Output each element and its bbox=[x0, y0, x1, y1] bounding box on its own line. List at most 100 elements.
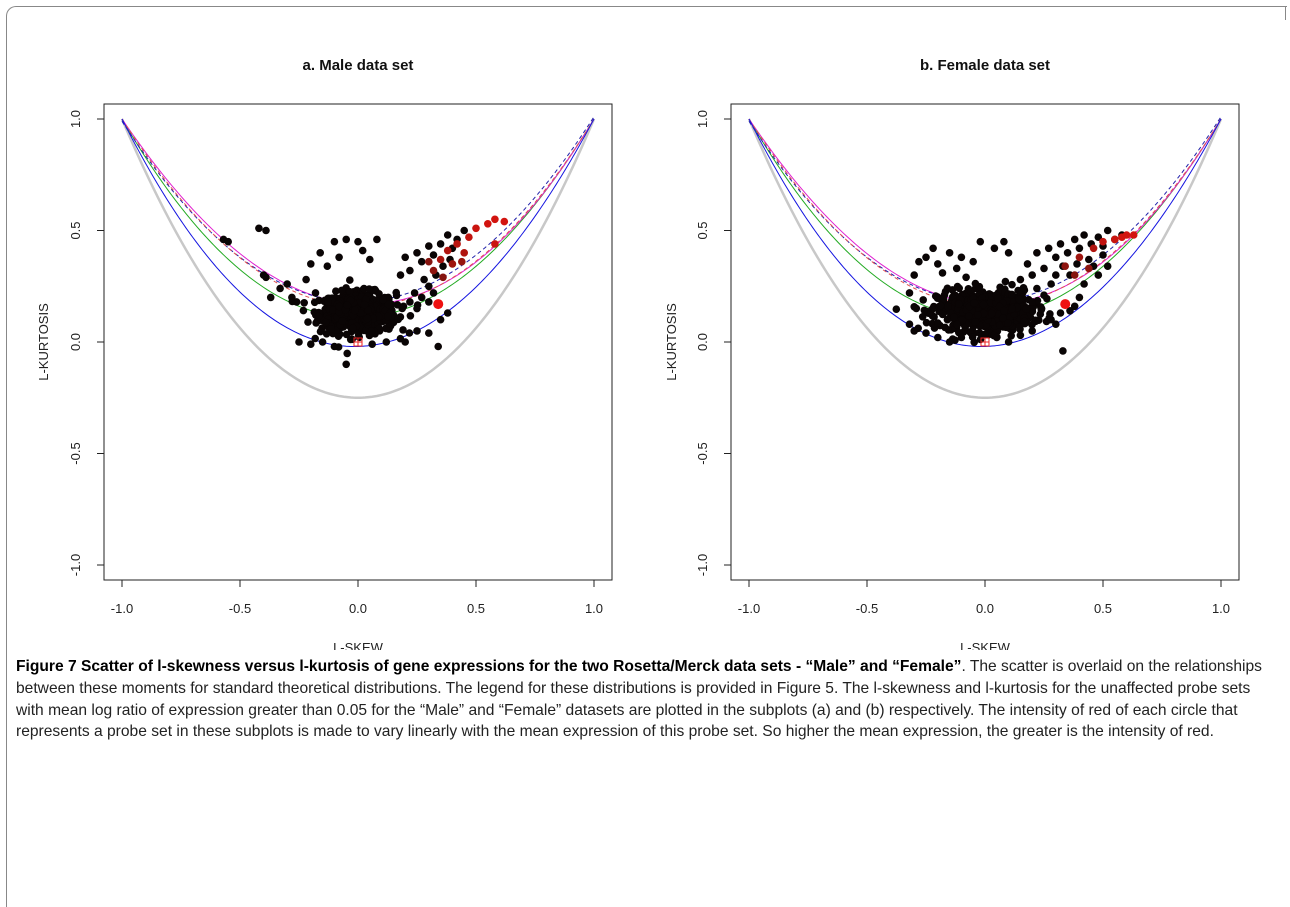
data-point bbox=[399, 326, 407, 334]
data-point-red bbox=[439, 273, 447, 282]
data-point bbox=[1007, 332, 1015, 340]
caption-title: Figure 7 Scatter of l-skewness versus l-… bbox=[16, 658, 962, 675]
reference-point bbox=[1060, 299, 1071, 310]
data-point bbox=[1040, 264, 1048, 273]
data-point bbox=[302, 275, 310, 284]
data-point bbox=[1052, 320, 1060, 329]
data-point bbox=[425, 282, 433, 291]
data-point bbox=[311, 289, 320, 297]
data-point bbox=[343, 349, 352, 358]
figure-chart: a. Male data set L-SKEW L-KURTOSIS -1.0 -0.5… bbox=[36, 57, 1240, 650]
data-point bbox=[330, 237, 339, 246]
data-point bbox=[429, 251, 438, 259]
data-point bbox=[346, 335, 355, 344]
data-point bbox=[1052, 271, 1060, 279]
data-point bbox=[1070, 302, 1079, 311]
data-point bbox=[1094, 233, 1103, 241]
y-tick-label: -1.0 bbox=[68, 554, 83, 576]
y-tick-label: -0.5 bbox=[68, 442, 83, 464]
data-point-red bbox=[472, 224, 480, 233]
x-tick-label: 1.0 bbox=[1212, 601, 1230, 616]
data-point-red bbox=[429, 266, 438, 275]
data-point bbox=[311, 334, 320, 343]
data-point bbox=[1080, 280, 1088, 288]
data-point bbox=[934, 319, 942, 327]
data-point bbox=[382, 338, 391, 346]
data-point bbox=[1020, 317, 1029, 326]
data-point bbox=[1008, 280, 1016, 289]
data-point bbox=[910, 303, 918, 311]
data-point bbox=[953, 282, 962, 291]
x-tick-label: 0.5 bbox=[1094, 601, 1112, 616]
data-point bbox=[957, 253, 966, 262]
data-point bbox=[295, 338, 303, 346]
data-point bbox=[405, 329, 414, 337]
data-point bbox=[283, 280, 292, 288]
data-point-red bbox=[460, 249, 469, 257]
data-point-red bbox=[484, 220, 492, 228]
data-point bbox=[979, 309, 988, 318]
data-point bbox=[910, 271, 918, 279]
data-point bbox=[354, 237, 362, 246]
data-point bbox=[934, 260, 942, 268]
x-tick-label: -1.0 bbox=[111, 601, 133, 616]
data-point bbox=[950, 313, 958, 322]
data-point bbox=[366, 255, 374, 264]
data-point-red bbox=[1061, 262, 1069, 271]
data-point bbox=[1028, 271, 1036, 279]
data-point bbox=[939, 295, 948, 303]
data-point bbox=[1075, 244, 1084, 253]
data-point bbox=[332, 287, 340, 296]
data-point bbox=[933, 294, 942, 303]
data-point bbox=[349, 324, 357, 332]
data-point bbox=[1056, 240, 1065, 248]
data-point bbox=[1016, 331, 1025, 340]
chart-title: a. Male data set bbox=[303, 57, 414, 74]
data-point bbox=[262, 226, 270, 235]
data-point bbox=[406, 312, 415, 320]
data-point bbox=[1085, 255, 1093, 264]
data-point bbox=[971, 318, 980, 326]
data-point bbox=[1001, 277, 1010, 286]
data-point bbox=[1103, 226, 1112, 235]
data-point bbox=[892, 305, 901, 314]
data-point bbox=[266, 293, 275, 302]
data-point bbox=[981, 330, 989, 339]
data-point-red bbox=[458, 257, 466, 266]
data-point-red bbox=[491, 240, 499, 248]
data-point bbox=[368, 340, 377, 349]
figure-frame bbox=[6, 6, 1287, 907]
data-point bbox=[316, 249, 325, 257]
data-point bbox=[969, 257, 977, 266]
data-point-red bbox=[1070, 271, 1079, 279]
data-point bbox=[1000, 306, 1008, 315]
data-point bbox=[945, 249, 954, 257]
data-point bbox=[321, 318, 330, 327]
data-point bbox=[915, 257, 923, 266]
data-point bbox=[936, 301, 945, 310]
data-point bbox=[1015, 295, 1024, 304]
data-point bbox=[307, 260, 315, 268]
data-point bbox=[955, 300, 963, 308]
data-point bbox=[443, 309, 452, 317]
curve-magenta bbox=[748, 118, 1222, 305]
data-point bbox=[343, 301, 352, 310]
data-point bbox=[384, 300, 393, 309]
y-tick-label: 0.0 bbox=[695, 333, 710, 351]
x-tick-label: -0.5 bbox=[229, 601, 251, 616]
x-axis-label: L-SKEW bbox=[333, 640, 384, 650]
data-point bbox=[986, 299, 995, 308]
y-tick-label: 1.0 bbox=[695, 110, 710, 128]
curve-dashed-red bbox=[121, 118, 595, 307]
data-point-red bbox=[453, 240, 461, 248]
data-point-red bbox=[465, 233, 473, 241]
data-point bbox=[920, 306, 929, 315]
data-point bbox=[1063, 249, 1072, 257]
data-point bbox=[1015, 323, 1024, 331]
data-point bbox=[436, 240, 445, 248]
data-point bbox=[938, 310, 947, 319]
data-point bbox=[335, 253, 343, 262]
data-point bbox=[346, 276, 354, 284]
data-point bbox=[953, 320, 962, 329]
caption-body: . The scatter is overlaid on the relatio… bbox=[16, 658, 1262, 741]
